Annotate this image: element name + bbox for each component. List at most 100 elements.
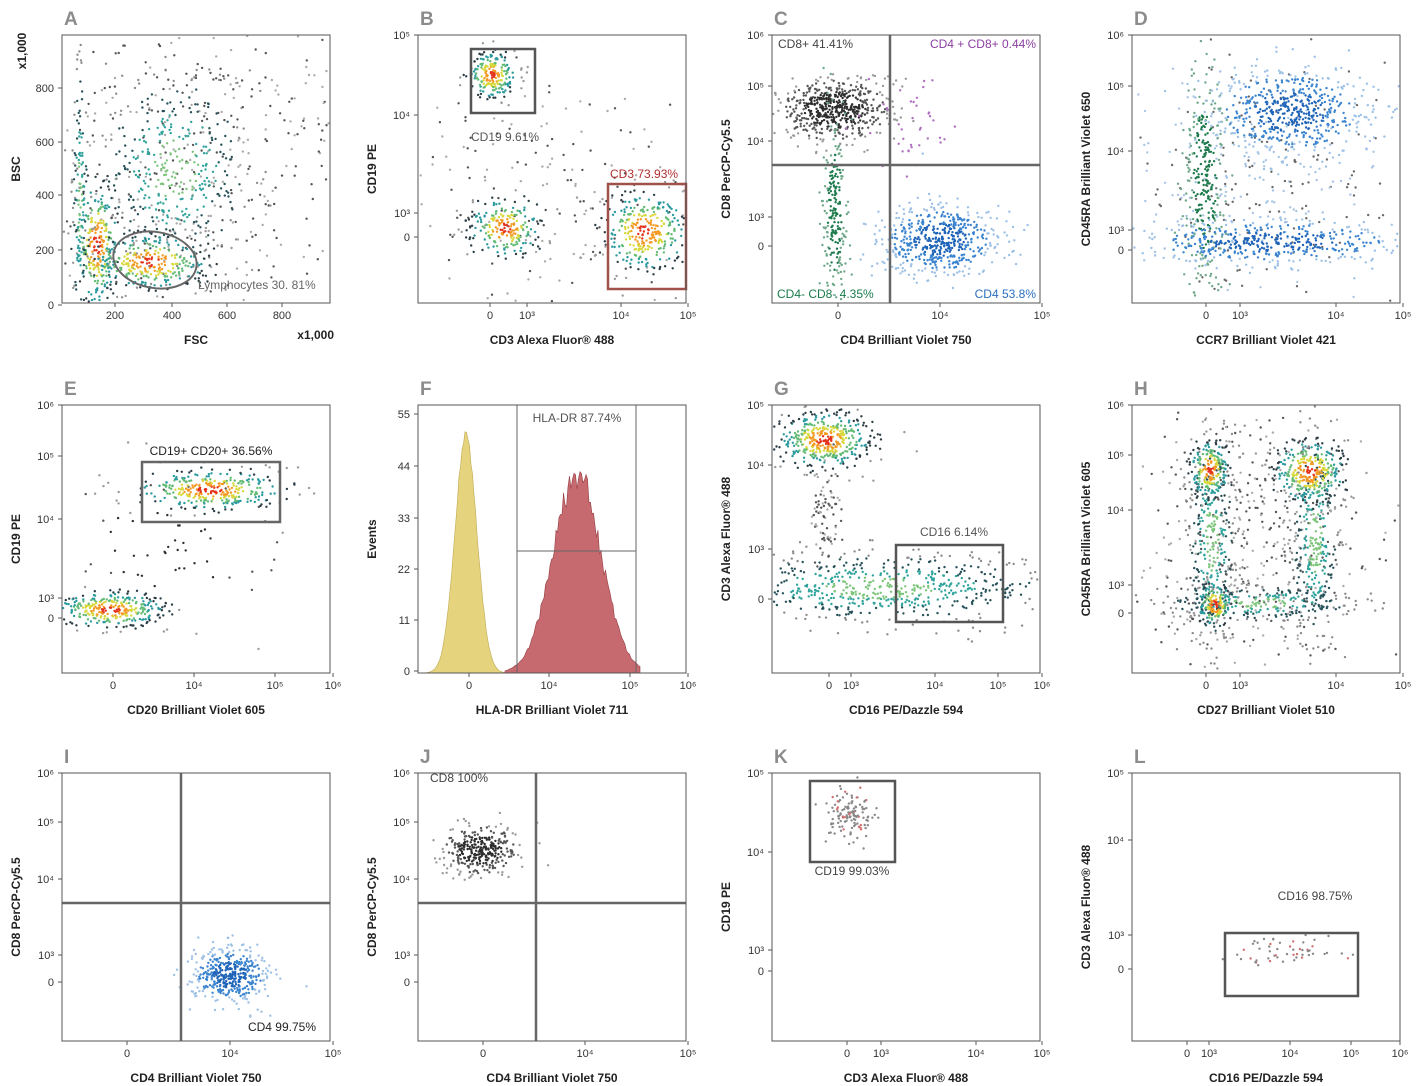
event-dot xyxy=(151,244,155,248)
event-dot xyxy=(496,82,500,86)
event-dot xyxy=(972,231,975,234)
event-dot xyxy=(814,91,817,95)
event-dot xyxy=(101,255,105,259)
event-dot xyxy=(504,257,507,260)
event-dot xyxy=(932,225,935,228)
event-dot xyxy=(516,209,519,212)
event-dot xyxy=(75,288,78,291)
event-dot xyxy=(845,212,849,216)
event-dot xyxy=(786,131,789,134)
event-dot xyxy=(79,240,82,244)
event-dot xyxy=(645,265,648,268)
event-dot xyxy=(170,175,174,178)
event-dot xyxy=(938,136,942,139)
event-dot xyxy=(77,152,81,156)
event-dot xyxy=(512,244,515,247)
event-dot xyxy=(1372,150,1375,153)
event-dot xyxy=(901,255,905,258)
event-dot xyxy=(629,243,632,246)
event-dot xyxy=(162,87,165,91)
event-dot xyxy=(633,206,636,210)
event-dot xyxy=(831,170,834,173)
event-dot xyxy=(1198,208,1201,211)
event-dot xyxy=(111,96,114,100)
event-dot xyxy=(77,238,81,242)
event-dot xyxy=(1204,119,1207,123)
event-dot xyxy=(140,253,143,256)
event-dot xyxy=(825,86,828,89)
event-dot xyxy=(457,102,460,105)
event-dot xyxy=(908,210,911,214)
event-dot xyxy=(1205,73,1208,76)
event-dot xyxy=(89,207,92,210)
event-dot xyxy=(948,266,951,269)
event-dot xyxy=(129,110,132,114)
event-dot xyxy=(492,50,495,54)
event-dot xyxy=(878,123,882,126)
event-dot xyxy=(166,102,169,105)
event-dot xyxy=(1194,267,1197,270)
event-dot xyxy=(830,251,834,254)
event-dot xyxy=(128,229,131,232)
event-dot xyxy=(65,220,69,223)
event-dot xyxy=(203,115,206,118)
event-dot xyxy=(963,247,967,251)
event-dot xyxy=(1198,280,1201,283)
event-dot xyxy=(155,76,159,79)
event-dot xyxy=(192,263,195,266)
event-dot xyxy=(649,223,652,226)
event-dot xyxy=(794,119,797,123)
event-dot xyxy=(1343,255,1347,258)
event-dot xyxy=(913,240,916,243)
event-dot xyxy=(143,242,146,245)
event-dot xyxy=(819,76,822,79)
event-dot xyxy=(540,125,543,128)
event-dot xyxy=(1210,207,1213,210)
event-dot xyxy=(143,267,147,270)
event-dot xyxy=(89,191,93,194)
event-dot xyxy=(1331,228,1334,231)
event-dot xyxy=(833,174,837,178)
event-dot xyxy=(99,219,102,222)
event-dot xyxy=(845,117,849,121)
event-dot xyxy=(504,83,507,86)
event-dot xyxy=(680,234,683,238)
event-dot xyxy=(1243,256,1247,259)
event-dot xyxy=(1355,103,1359,107)
event-dot xyxy=(81,211,85,214)
event-dot xyxy=(530,139,534,142)
event-dot xyxy=(919,253,923,256)
event-dot xyxy=(829,93,832,96)
event-dot xyxy=(1267,233,1271,236)
event-dot xyxy=(97,245,100,248)
event-dot xyxy=(1297,114,1301,117)
event-dot xyxy=(1381,214,1385,217)
event-dot xyxy=(194,103,197,106)
event-dot xyxy=(814,82,818,85)
event-dot xyxy=(624,276,628,280)
event-dot xyxy=(165,222,168,225)
event-dot xyxy=(1200,126,1204,129)
event-dot xyxy=(1202,193,1206,196)
event-dot xyxy=(917,241,921,244)
event-dot xyxy=(1270,246,1273,249)
event-dot xyxy=(825,97,828,101)
event-dot xyxy=(142,207,145,211)
event-dot xyxy=(79,264,82,267)
event-dot xyxy=(1245,263,1248,266)
event-dot xyxy=(962,253,966,256)
event-dot xyxy=(1287,244,1290,247)
event-dot xyxy=(199,226,202,229)
event-dot xyxy=(133,86,137,90)
event-dot xyxy=(1195,253,1198,257)
event-dot xyxy=(975,225,978,228)
event-dot xyxy=(652,273,655,276)
event-dot xyxy=(841,113,845,117)
event-dot xyxy=(956,206,959,209)
event-dot xyxy=(865,98,869,102)
event-dot xyxy=(869,131,872,135)
event-dot xyxy=(1226,249,1230,252)
event-dot xyxy=(1310,253,1313,257)
event-dot xyxy=(881,243,884,246)
event-dot xyxy=(191,229,194,232)
